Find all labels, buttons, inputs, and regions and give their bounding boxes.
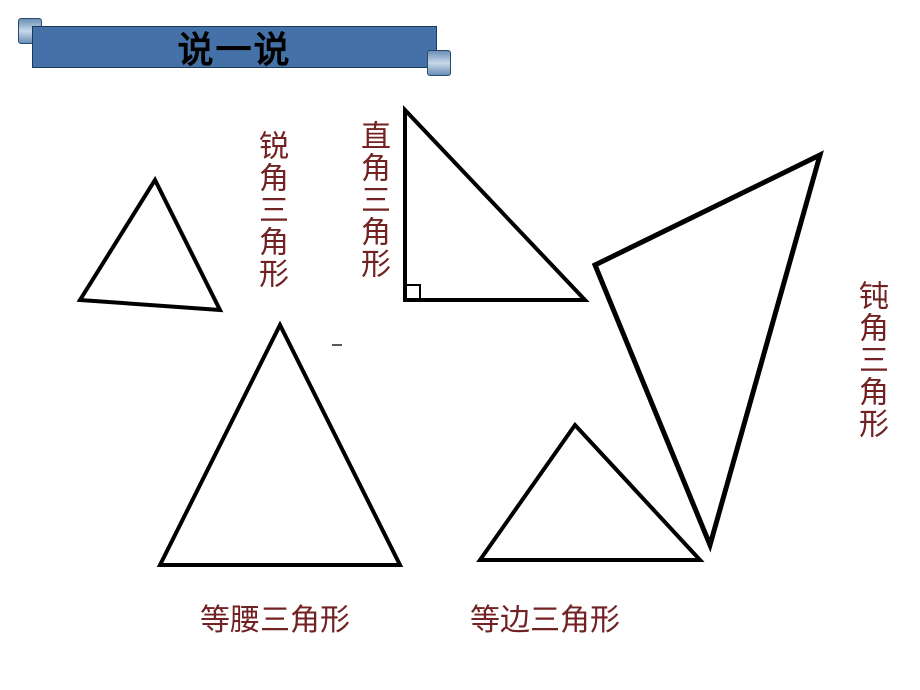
acute-label: 锐角三角形 <box>248 130 292 290</box>
acute-triangle <box>40 160 240 330</box>
right-polygon <box>405 110 585 300</box>
equilateral-label: 等边三角形 <box>470 595 620 639</box>
scroll-end-right <box>427 50 451 76</box>
right-angle-marker <box>405 285 420 300</box>
banner-body: 说一说 <box>32 26 437 68</box>
banner-title: 说一说 <box>177 21 291 73</box>
isosceles-label: 等腰三角形 <box>200 595 350 639</box>
acute-polygon <box>80 180 220 310</box>
title-banner: 说一说 <box>12 18 457 76</box>
page-marker <box>332 344 342 346</box>
equilateral-polygon <box>480 425 700 560</box>
right-label: 直角三角形 <box>350 120 394 280</box>
obtuse-label: 钝角三角形 <box>848 280 892 440</box>
isosceles-polygon <box>160 325 400 565</box>
right-triangle <box>365 100 605 320</box>
equilateral-triangle <box>460 410 720 580</box>
isosceles-triangle <box>130 315 430 585</box>
